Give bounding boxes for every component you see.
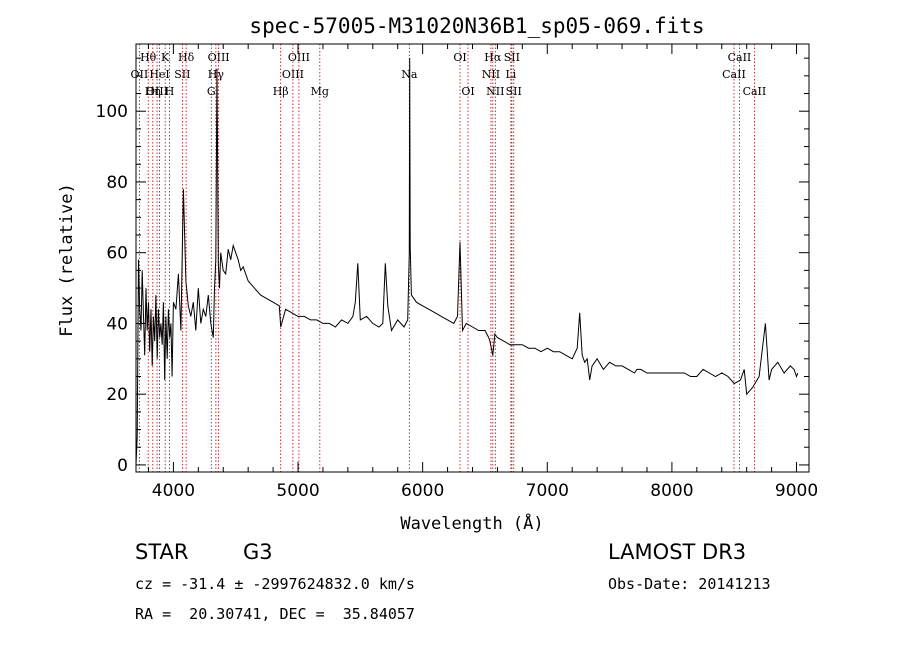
line-label: NII (486, 85, 504, 98)
line-label: OIII (146, 85, 168, 98)
y-tick-label: 40 (106, 314, 128, 334)
line-label: Hγ (208, 68, 225, 81)
x-axis-label: Wavelength (Å) (400, 512, 543, 534)
line-label: SII (174, 68, 190, 81)
line-label: CaII (722, 68, 746, 81)
y-tick-label: 0 (117, 456, 128, 476)
line-label: Li (505, 68, 516, 81)
line-label: OI (453, 51, 466, 64)
line-label: G (207, 85, 216, 98)
object-class: STAR (135, 540, 189, 564)
plot-frame (135, 43, 810, 473)
line-label: Hδ (178, 51, 195, 64)
line-label: HeI (149, 68, 169, 81)
x-tick-label: 7000 (526, 481, 569, 501)
line-label: Hβ (273, 85, 289, 98)
y-axis-label: Flux (relative) (57, 183, 77, 337)
line-label: SII (504, 51, 520, 64)
line-label: OIII (288, 51, 310, 64)
line-label: Hα (484, 51, 502, 64)
line-label: H (165, 85, 175, 98)
y-tick-label: 80 (106, 173, 128, 193)
y-tick-label: 100 (96, 102, 128, 122)
line-label: NII (482, 68, 500, 81)
line-label: OI (461, 85, 474, 98)
obs-date: Obs-Date: 20141213 (608, 575, 771, 593)
y-tick-label: 60 (106, 244, 128, 264)
x-tick-label: 4000 (152, 481, 195, 501)
x-tick-label: 6000 (401, 481, 444, 501)
line-label: Mg (311, 85, 329, 98)
line-label: OIII (208, 51, 230, 64)
ra-dec: RA = 20.30741, DEC = 35.84057 (135, 605, 415, 623)
line-label: K (161, 51, 170, 64)
chart-title: spec-57005-M31020N36B1_sp05-069.fits (249, 14, 704, 38)
line-label: Hθ (140, 51, 157, 64)
line-label: SII (506, 85, 522, 98)
spectrum-line (135, 58, 799, 465)
redshift-text: cz = -31.4 ± -2997624832.0 km/s (135, 575, 415, 593)
axis-ticks: 4000 5000 6000 7000 8000 9000 0 20 40 60 80 100 (96, 44, 818, 501)
object-subclass: G3 (243, 540, 273, 564)
x-tick-label: 5000 (276, 481, 319, 501)
x-tick-label: 8000 (650, 481, 693, 501)
line-label: OII (131, 68, 149, 81)
y-tick-label: 20 (106, 385, 128, 405)
emission-line-markers: Hθ OII OIII K HeI Hη SII H Hδ OIII Hγ G Hβ OIII OIII Mg… (131, 44, 767, 472)
x-tick-label: 9000 (775, 481, 818, 501)
line-label: CaII (728, 51, 752, 64)
survey-name: LAMOST DR3 (608, 540, 747, 564)
line-label: OIII (282, 68, 304, 81)
line-label: Hη (145, 85, 161, 98)
line-label: CaII (743, 85, 767, 98)
